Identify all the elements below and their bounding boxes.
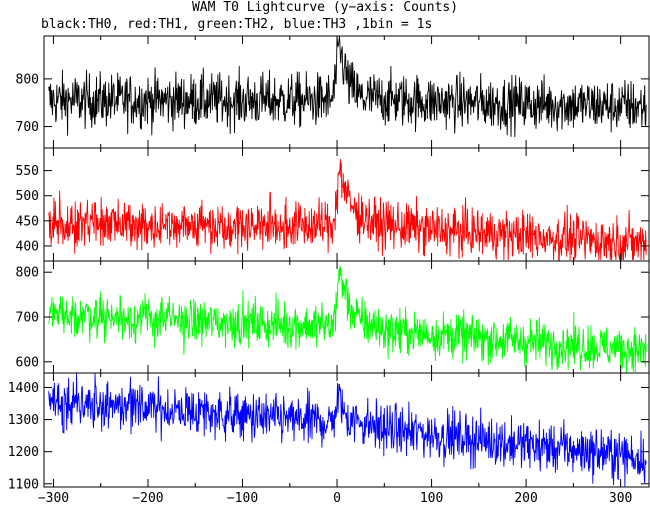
y-tick-label: 700 [16,120,39,135]
y-tick-label: 1100 [8,477,39,492]
y-tick-label: 1200 [8,445,39,460]
panel-frame-th3 [43,372,650,488]
y-tick-label: 1400 [8,381,39,396]
x-tick-label: 100 [420,491,443,505]
y-tick-label: 450 [16,214,39,229]
x-tick-label: −200 [132,491,163,505]
chart-subtitle: black:TH0, red:TH1, green:TH2, blue:TH3 … [41,17,433,32]
y-tick-label: 400 [16,239,39,254]
x-tick-label: −100 [227,491,258,505]
series-line-th3 [48,373,647,487]
y-tick-label: 700 [16,311,39,326]
y-tick-label: 550 [16,164,39,179]
series-line-th2 [48,265,647,373]
x-tick-label: 300 [609,491,632,505]
chart-title: WAM T0 Lightcurve (y−axis: Counts) [191,0,459,15]
y-tick-label: 800 [16,266,39,281]
y-tick-label: 600 [16,355,39,370]
x-tick-label: 0 [333,491,341,505]
series-line-th1 [48,158,647,261]
y-tick-label: 1300 [8,413,39,428]
y-tick-label: 800 [16,72,39,87]
x-tick-label: −300 [38,491,69,505]
series-line-th0 [48,36,647,138]
x-tick-label: 200 [514,491,537,505]
y-tick-label: 500 [16,189,39,204]
